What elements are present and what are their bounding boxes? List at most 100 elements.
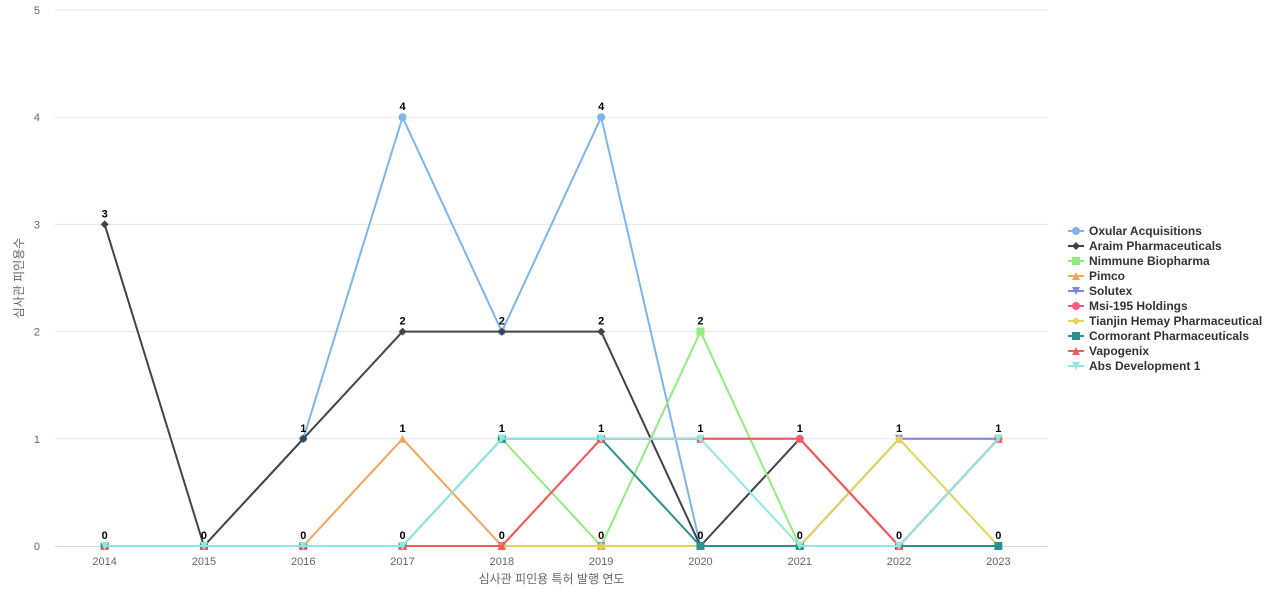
legend-item[interactable]: Pimco <box>1068 269 1125 283</box>
x-tick-label: 2021 <box>788 556 812 568</box>
series-line[interactable] <box>103 437 1000 547</box>
y-tick-label: 0 <box>34 541 40 553</box>
legend-marker <box>1072 332 1080 340</box>
legend-item[interactable]: Nimmune Biopharma <box>1068 254 1210 268</box>
y-tick-label: 2 <box>34 327 40 339</box>
legend-marker <box>1072 257 1080 265</box>
data-label: 2 <box>697 316 703 328</box>
data-point[interactable] <box>398 327 407 336</box>
legend-label: Tianjin Hemay Pharmaceutical <box>1089 314 1262 328</box>
legend-marker <box>1072 272 1080 280</box>
data-label: 1 <box>499 423 505 435</box>
data-label: 0 <box>201 530 207 542</box>
data-label: 2 <box>598 316 604 328</box>
data-labels: 3 0 0 1 0 4 2 1 0 2 1 0 4 2 1 0 2 1 0 1 0 1 0 1 0 <box>102 101 1002 542</box>
data-label: 3 <box>102 208 108 220</box>
legend-item[interactable]: Araim Pharmaceuticals <box>1068 239 1222 253</box>
legend-label: Nimmune Biopharma <box>1089 254 1210 268</box>
legend-marker <box>1072 317 1080 325</box>
legend-marker <box>1072 362 1080 370</box>
series-line[interactable] <box>103 437 1000 547</box>
data-point[interactable] <box>994 542 1003 550</box>
y-axis-ticks: 0 1 2 3 4 5 <box>34 5 40 553</box>
legend-label: Abs Development 1 <box>1089 359 1201 373</box>
legend-item[interactable]: Cormorant Pharmaceuticals <box>1068 329 1249 343</box>
data-point[interactable] <box>597 113 606 122</box>
legend-item[interactable]: Oxular Acquisitions <box>1068 224 1202 238</box>
legend-marker <box>1072 287 1080 295</box>
data-point[interactable] <box>597 434 606 443</box>
data-label: 1 <box>399 423 405 435</box>
data-label: 2 <box>499 316 505 328</box>
data-point[interactable] <box>795 542 804 550</box>
data-point[interactable] <box>895 434 904 443</box>
y-tick-label: 5 <box>34 5 40 17</box>
x-tick-label: 2020 <box>688 556 712 568</box>
x-tick-label: 2014 <box>92 556 116 568</box>
legend-item[interactable]: Vapogenix <box>1068 344 1149 358</box>
data-label: 0 <box>598 530 604 542</box>
x-axis-title: 심사관 피인용 특허 발행 연도 <box>479 571 625 586</box>
data-label: 0 <box>697 530 703 542</box>
series-8 <box>100 434 1003 550</box>
x-axis-ticks: 2014 2015 2016 2017 2018 2019 2020 2021 2022 2023 <box>92 556 1010 568</box>
legend-item[interactable]: Tianjin Hemay Pharmaceutical <box>1068 314 1262 328</box>
data-label: 4 <box>598 101 605 113</box>
data-point[interactable] <box>398 113 407 122</box>
data-label: 0 <box>797 530 803 542</box>
y-tick-label: 1 <box>34 434 40 446</box>
x-tick-label: 2015 <box>192 556 216 568</box>
legend-label: Vapogenix <box>1089 344 1149 358</box>
data-label: 1 <box>896 423 902 435</box>
x-tick-label: 2016 <box>291 556 315 568</box>
legend-label: Oxular Acquisitions <box>1089 224 1202 238</box>
data-point[interactable] <box>895 542 904 550</box>
data-point[interactable] <box>497 434 506 443</box>
data-label: 0 <box>896 530 902 542</box>
legend-label: Araim Pharmaceuticals <box>1089 239 1222 253</box>
data-point[interactable] <box>597 542 606 550</box>
x-tick-label: 2022 <box>887 556 911 568</box>
legend-label: Msi-195 Holdings <box>1089 299 1188 313</box>
data-label: 4 <box>399 101 406 113</box>
data-point[interactable] <box>299 434 308 443</box>
x-tick-label: 2019 <box>589 556 613 568</box>
data-point[interactable] <box>597 327 606 336</box>
data-label: 1 <box>598 423 604 435</box>
data-point[interactable] <box>100 542 109 550</box>
data-point[interactable] <box>299 542 308 550</box>
data-point[interactable] <box>497 542 506 550</box>
data-point[interactable] <box>795 434 804 443</box>
y-tick-label: 4 <box>34 112 40 124</box>
x-tick-label: 2023 <box>986 556 1010 568</box>
legend-item[interactable]: Msi-195 Holdings <box>1068 299 1188 313</box>
legend-label: Pimco <box>1089 269 1125 283</box>
y-tick-label: 3 <box>34 219 40 231</box>
x-tick-label: 2017 <box>390 556 414 568</box>
data-label: 1 <box>995 423 1001 435</box>
legend-marker <box>1072 242 1080 250</box>
data-label: 0 <box>102 530 108 542</box>
series-line[interactable] <box>103 223 1000 547</box>
data-label: 0 <box>499 530 505 542</box>
legend-item[interactable]: Abs Development 1 <box>1068 359 1201 373</box>
data-label: 1 <box>797 423 803 435</box>
data-point[interactable] <box>100 220 109 229</box>
legend-label: Cormorant Pharmaceuticals <box>1089 329 1249 343</box>
legend-label: Solutex <box>1089 284 1133 298</box>
data-point[interactable] <box>398 434 407 443</box>
data-label: 2 <box>399 316 405 328</box>
data-point[interactable] <box>497 327 506 336</box>
data-point[interactable] <box>994 434 1003 443</box>
data-point[interactable] <box>398 542 407 550</box>
legend-item[interactable]: Solutex <box>1068 284 1133 298</box>
data-point[interactable] <box>199 542 208 550</box>
data-point[interactable] <box>696 542 705 550</box>
data-label: 1 <box>300 423 306 435</box>
data-point[interactable] <box>696 434 705 443</box>
legend-marker <box>1072 347 1080 355</box>
data-point[interactable] <box>696 327 705 336</box>
y-axis-title: 심사관 피인용수 <box>12 238 26 319</box>
